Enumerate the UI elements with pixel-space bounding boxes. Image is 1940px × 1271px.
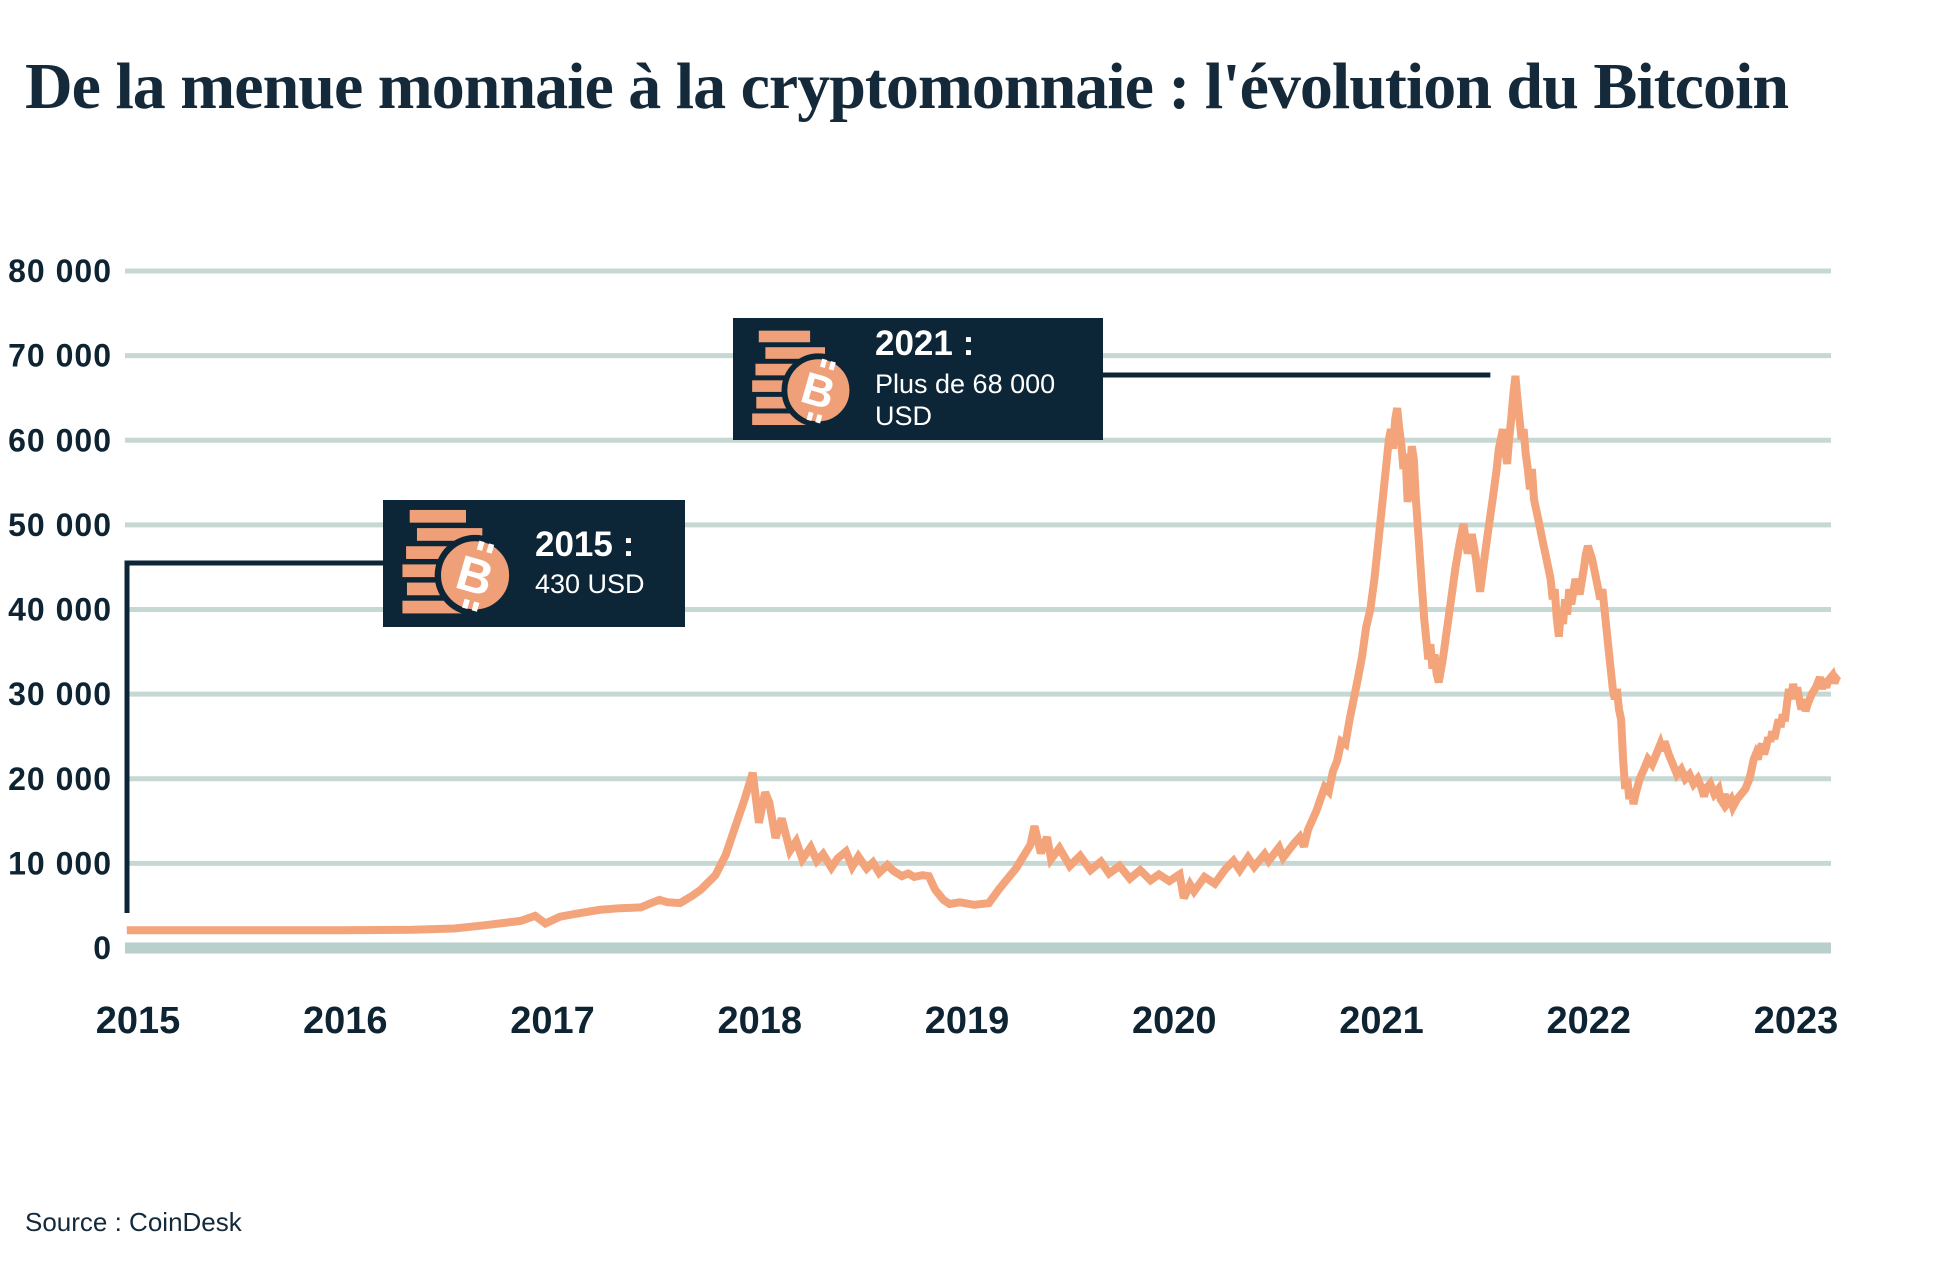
x-axis-tick-label: 2018 (717, 1000, 802, 1042)
bitcoin-coins-icon: B (752, 330, 855, 427)
y-axis-tick-label: 20 000 (8, 761, 112, 797)
annotation-2015-year: 2015 : (535, 524, 635, 564)
y-axis-tick-label: 70 000 (8, 338, 112, 374)
annotation-2021-year: 2021 : (875, 324, 975, 364)
x-axis-tick-label: 2015 (96, 1000, 181, 1042)
x-axis-tick-label: 2017 (510, 1000, 595, 1042)
bitcoin-coins-icon: B (402, 509, 515, 616)
annotation-2015: B 2015 : 430 USD (383, 500, 685, 627)
y-axis-tick-label: 80 000 (8, 253, 112, 289)
y-axis-tick-label: 60 000 (8, 422, 112, 458)
annotation-2015-value: 430 USD (535, 569, 645, 600)
page-title: De la menue monnaie à la cryptomonnaie :… (25, 50, 1789, 124)
annotation-2021: B 2021 : Plus de 68 000 USD (733, 318, 1103, 440)
x-axis-tick-label: 2021 (1339, 1000, 1424, 1042)
x-axis-tick-label: 2016 (303, 1000, 388, 1042)
bitcoin-price-series-line (126, 375, 1842, 935)
x-axis-tick-label: 2023 (1754, 1000, 1839, 1042)
y-axis-tick-label: 30 000 (8, 676, 112, 712)
y-axis-tick-label: 40 000 (8, 592, 112, 628)
x-axis-tick-label: 2019 (925, 1000, 1010, 1042)
y-axis-tick-label: 10 000 (8, 845, 112, 881)
x-axis-tick-label: 2020 (1132, 1000, 1217, 1042)
y-axis-tick-label: 0 (93, 930, 112, 966)
y-axis-tick-label: 50 000 (8, 507, 112, 543)
source-note: Source : CoinDesk (25, 1207, 242, 1237)
annotation-2015-connector-line (124, 560, 383, 913)
x-axis-tick-label: 2022 (1546, 1000, 1631, 1042)
annotation-2021-value: Plus de 68 000 USD (875, 368, 1056, 431)
